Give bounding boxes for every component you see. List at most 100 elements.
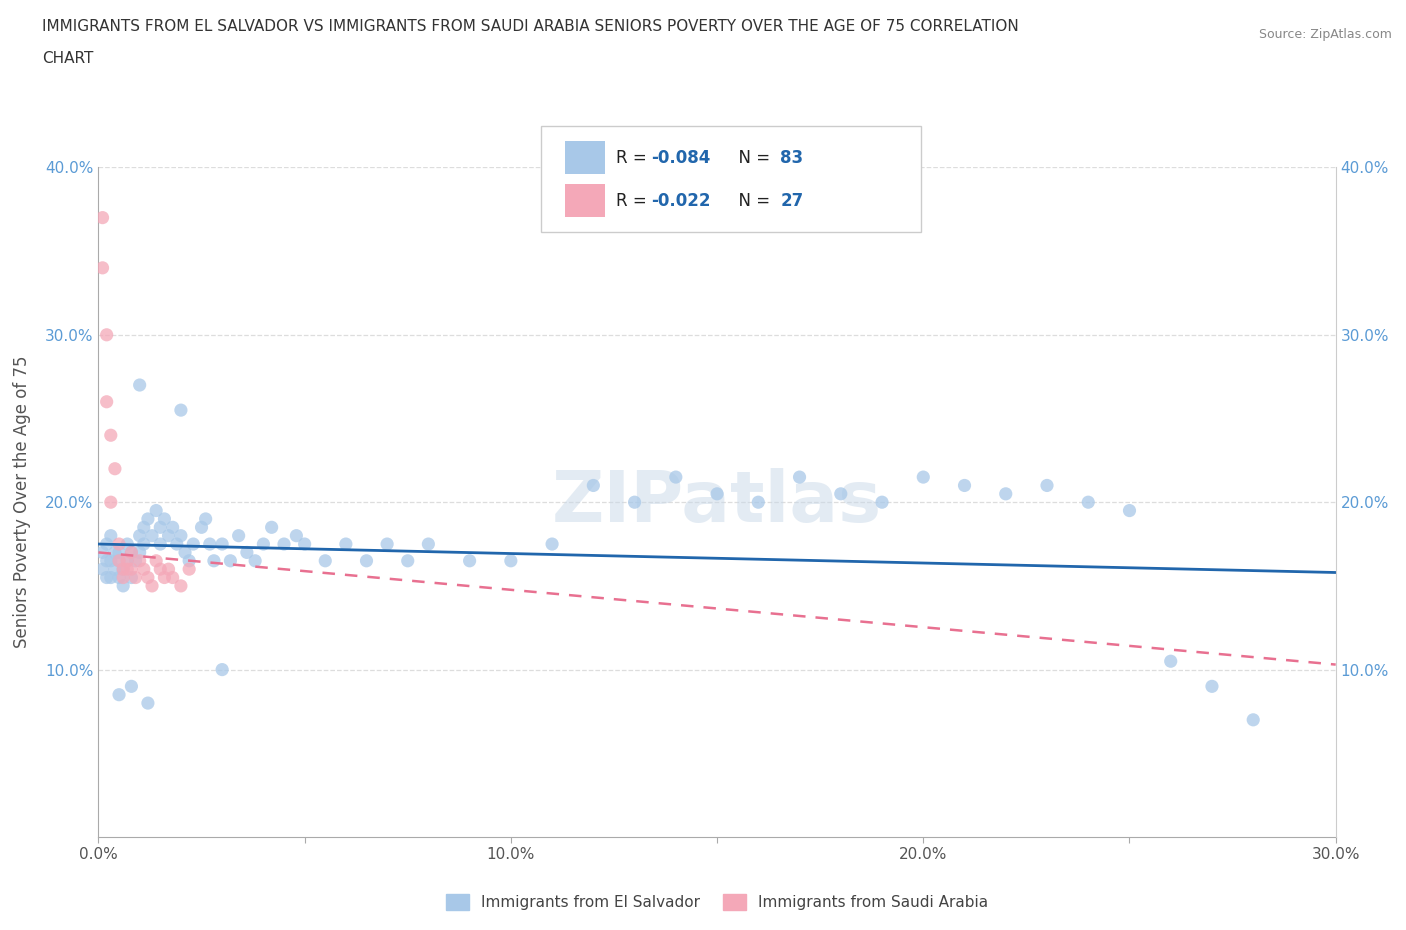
Point	[141, 528, 163, 543]
Point	[117, 562, 139, 577]
Point	[108, 570, 131, 585]
Point	[128, 378, 150, 392]
Text: ZIPatlas: ZIPatlas	[553, 468, 882, 537]
Point	[174, 545, 197, 560]
Point	[100, 495, 122, 510]
Point	[149, 520, 172, 535]
Text: IMMIGRANTS FROM EL SALVADOR VS IMMIGRANTS FROM SAUDI ARABIA SENIORS POVERTY OVER: IMMIGRANTS FROM EL SALVADOR VS IMMIGRANT…	[42, 19, 1019, 33]
Point	[170, 578, 193, 593]
Point	[132, 562, 155, 577]
Point	[211, 537, 233, 551]
Point	[236, 545, 259, 560]
Point	[124, 570, 146, 585]
Point	[166, 537, 188, 551]
Point	[91, 210, 114, 225]
Text: -0.084: -0.084	[651, 149, 710, 166]
Text: R =: R =	[616, 192, 652, 209]
Point	[1201, 679, 1223, 694]
Point	[789, 470, 811, 485]
Point	[994, 486, 1017, 501]
Point	[260, 520, 283, 535]
Point	[228, 528, 250, 543]
Legend: Immigrants from El Salvador, Immigrants from Saudi Arabia: Immigrants from El Salvador, Immigrants …	[440, 888, 994, 916]
Point	[294, 537, 316, 551]
Point	[870, 495, 893, 510]
Point	[1118, 503, 1140, 518]
Text: N =: N =	[728, 149, 776, 166]
Point	[136, 570, 159, 585]
Point	[162, 520, 184, 535]
Point	[179, 553, 201, 568]
Point	[1036, 478, 1059, 493]
Point	[120, 545, 142, 560]
Point	[162, 570, 184, 585]
Text: CHART: CHART	[42, 51, 94, 66]
Point	[108, 545, 131, 560]
Point	[96, 394, 118, 409]
Point	[112, 570, 135, 585]
Point	[132, 520, 155, 535]
Point	[104, 562, 127, 577]
Point	[112, 562, 135, 577]
Point	[108, 553, 131, 568]
Point	[149, 537, 172, 551]
Point	[170, 403, 193, 418]
Point	[179, 562, 201, 577]
Point	[91, 260, 114, 275]
Point	[120, 679, 142, 694]
Point	[582, 478, 605, 493]
Point	[132, 537, 155, 551]
Point	[128, 553, 150, 568]
Point	[623, 495, 645, 510]
Point	[128, 528, 150, 543]
Point	[145, 503, 167, 518]
Point	[96, 327, 118, 342]
Point	[252, 537, 274, 551]
Point	[108, 537, 131, 551]
Point	[149, 562, 172, 577]
Point	[285, 528, 308, 543]
Text: R =: R =	[616, 149, 652, 166]
Point	[243, 553, 266, 568]
Text: 83: 83	[780, 149, 803, 166]
Point	[91, 545, 114, 560]
Point	[136, 696, 159, 711]
Point	[747, 495, 769, 510]
Point	[104, 545, 127, 560]
Point	[120, 570, 142, 585]
Point	[953, 478, 976, 493]
Point	[112, 562, 135, 577]
Point	[96, 537, 118, 551]
Point	[136, 512, 159, 526]
Text: N =: N =	[728, 192, 776, 209]
Point	[145, 553, 167, 568]
Point	[335, 537, 357, 551]
Point	[458, 553, 481, 568]
Text: 27: 27	[780, 192, 804, 209]
Point	[418, 537, 440, 551]
Point	[211, 662, 233, 677]
Point	[117, 553, 139, 568]
Point	[170, 528, 193, 543]
Point	[96, 553, 118, 568]
Point	[198, 537, 221, 551]
Point	[124, 553, 146, 568]
Point	[96, 570, 118, 585]
Y-axis label: Seniors Poverty Over the Age of 75: Seniors Poverty Over the Age of 75	[13, 356, 31, 648]
Point	[104, 461, 127, 476]
Point	[499, 553, 522, 568]
Point	[1077, 495, 1099, 510]
Point	[356, 553, 378, 568]
Point	[120, 545, 142, 560]
Point	[100, 428, 122, 443]
Point	[117, 553, 139, 568]
Point	[219, 553, 242, 568]
Point	[1160, 654, 1182, 669]
Point	[1241, 712, 1264, 727]
Point	[91, 562, 114, 577]
Point	[181, 537, 204, 551]
Point	[153, 512, 176, 526]
Point	[108, 687, 131, 702]
Point	[541, 537, 564, 551]
Point	[100, 570, 122, 585]
